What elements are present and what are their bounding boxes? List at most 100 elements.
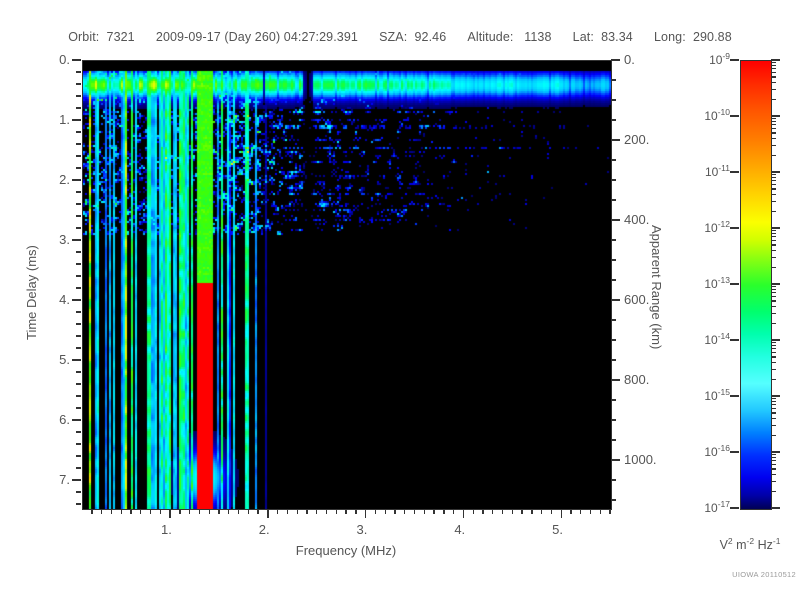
x-tick (413, 509, 416, 515)
y-right-tick (611, 119, 617, 121)
colorbar-minor-tick (771, 342, 777, 344)
y-left-tick (75, 131, 81, 133)
colorbar-tick-label: 10-11 (704, 163, 730, 179)
watermark: UIOWA 20110512 (732, 570, 796, 579)
x-tick (140, 509, 142, 515)
x-tick (120, 509, 122, 515)
colorbar-minor-tick (771, 378, 777, 380)
y-right-tick (611, 439, 617, 441)
y-left-tick (75, 311, 81, 313)
x-tick (355, 509, 357, 515)
colorbar-tick-label: 10-17 (704, 499, 730, 515)
y-left-tick (75, 455, 81, 457)
colorbar-minor-tick (771, 434, 777, 436)
y-left-tick (75, 503, 81, 505)
colorbar-minor-tick (771, 68, 777, 70)
x-tick (208, 509, 210, 515)
y-left-tick-label: 6. (59, 411, 70, 427)
y-left-tick (75, 383, 81, 385)
x-tick (257, 509, 259, 515)
colorbar-tick (771, 339, 781, 341)
x-tick (110, 509, 113, 515)
colorbar-minor-tick (771, 348, 777, 350)
colorbar-minor-tick (771, 180, 777, 182)
y-right-tick (611, 139, 621, 141)
y-left-tick (75, 95, 81, 97)
colorbar-minor-tick (771, 286, 777, 288)
y-right-tick (611, 419, 617, 421)
y-right-tick-label: 1000. (624, 452, 657, 467)
x-tick (589, 509, 592, 515)
y-left-tick-label: 3. (59, 231, 70, 247)
y-left-tick (71, 179, 81, 181)
colorbar-minor-tick (771, 351, 777, 354)
x-tick (247, 509, 249, 515)
x-tick (531, 509, 533, 515)
y-axis-left-title: Time Delay (ms) (24, 245, 39, 340)
colorbar-tick (729, 59, 739, 61)
y-right-tick-label: 600. (624, 292, 650, 307)
colorbar-minor-tick (771, 232, 777, 235)
y-right-tick (611, 479, 617, 481)
colorbar-minor-tick (771, 64, 777, 67)
y-left-tick (71, 419, 81, 421)
y-right-tick-label: 400. (624, 212, 650, 227)
colorbar-minor-tick (771, 200, 777, 202)
x-tick (179, 509, 181, 515)
x-tick (472, 509, 474, 515)
y-left-tick (71, 119, 81, 121)
y-left-tick (71, 359, 81, 361)
y-left-tick (75, 371, 81, 373)
colorbar-tick (771, 115, 781, 117)
colorbar-tick-label: 10-12 (704, 219, 730, 235)
colorbar-tick (771, 283, 781, 285)
colorbar-minor-tick (771, 98, 777, 100)
x-tick (540, 509, 543, 515)
colorbar-minor-tick (771, 490, 777, 492)
x-tick-label: 3. (356, 522, 368, 537)
colorbar-minor-tick (771, 295, 777, 298)
x-tick (149, 509, 152, 515)
colorbar-minor-tick (771, 127, 777, 130)
colorbar-tick (771, 227, 781, 229)
colorbar-minor-tick (771, 81, 777, 83)
x-tick (130, 509, 132, 515)
x-tick (169, 509, 171, 519)
y-right-tick (611, 499, 617, 501)
y-left-tick-label: 0. (59, 52, 70, 67)
colorbar-tick-label: 10-16 (704, 443, 730, 459)
colorbar-minor-tick (771, 473, 777, 475)
x-tick (384, 509, 386, 515)
colorbar-minor-tick (771, 463, 777, 466)
x-tick-label: 4. (454, 522, 466, 537)
colorbar-tick (729, 451, 739, 453)
x-tick (296, 509, 298, 515)
colorbar-minor-tick (771, 137, 777, 139)
y-left-tick (75, 227, 81, 229)
y-right-tick-label: 0. (624, 52, 635, 67)
x-tick (580, 509, 582, 515)
colorbar-tick (729, 171, 739, 173)
colorbar-minor-tick (771, 361, 777, 363)
colorbar-minor-tick (771, 480, 777, 482)
y-left-tick (75, 215, 81, 217)
y-right-tick (611, 459, 621, 461)
colorbar-tick-label: 10-9 (709, 51, 730, 67)
y-left-tick (75, 191, 81, 193)
y-left-tick (75, 83, 81, 85)
x-tick (228, 509, 230, 515)
y-left-tick (75, 323, 81, 325)
y-right-tick (611, 199, 617, 201)
x-tick (91, 509, 93, 515)
x-tick (237, 509, 240, 515)
colorbar-minor-tick (771, 244, 777, 246)
colorbar-tick (771, 451, 781, 453)
y-right-tick (611, 59, 621, 61)
colorbar-minor-tick (771, 322, 777, 324)
y-right-tick-label: 800. (624, 372, 650, 387)
spectrogram-canvas (83, 61, 611, 509)
colorbar-minor-tick (771, 236, 777, 238)
x-tick (609, 509, 611, 515)
y-right-tick (611, 339, 617, 341)
y-left-tick (75, 155, 81, 157)
